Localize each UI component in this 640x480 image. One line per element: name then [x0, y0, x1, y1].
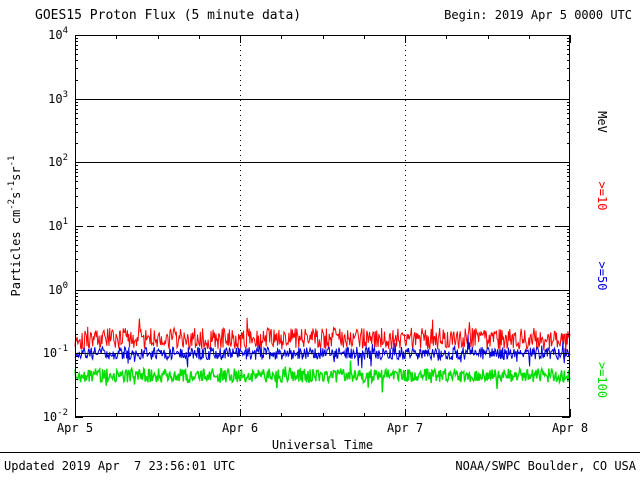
y-tick-1e3: 103: [30, 90, 68, 107]
y-tick-1e4: 104: [30, 26, 68, 43]
y-tick-exponent: 3: [62, 90, 68, 100]
y-tick-exponent: 1: [62, 217, 68, 227]
y-axis-label-text: Particles cm: [9, 209, 23, 297]
legend-label-ge50: >=50: [595, 261, 609, 291]
x-tick-apr8: Apr 8: [551, 421, 589, 435]
begin-timestamp: Begin: 2019 Apr 5 0000 UTC: [444, 8, 632, 22]
y-tick-mantissa: 10: [48, 28, 63, 42]
y-axis-label-exp: -2: [7, 198, 17, 210]
x-tick-apr6: Apr 6: [221, 421, 259, 435]
y-axis-label-text: sr: [9, 166, 23, 181]
y-tick-mantissa: 10: [42, 346, 58, 360]
y-axis-label-text: s: [9, 191, 23, 199]
y-axis-label: Particles cm-2s-1sr-1: [7, 113, 23, 339]
y-tick-mantissa: 10: [48, 283, 63, 297]
y-tick-1e0: 100: [30, 281, 68, 298]
x-axis-label: Universal Time: [271, 438, 374, 452]
proton-flux-plot: [74, 35, 571, 418]
updated-timestamp: Updated 2019 Apr 7 23:56:01 UTC: [4, 459, 236, 473]
y-tick-1e-1: 10-1: [30, 344, 68, 361]
y-tick-mantissa: 10: [48, 155, 63, 169]
y-tick-exponent: 0: [62, 281, 68, 291]
y-axis-label-exp: -1: [7, 180, 17, 192]
legend-label-ge100: >=100: [595, 361, 609, 399]
y-tick-exponent: 2: [62, 153, 68, 163]
y-tick-mantissa: 10: [42, 410, 58, 424]
y-tick-mantissa: 10: [48, 219, 63, 233]
y-tick-exponent: 4: [62, 26, 68, 36]
x-tick-apr5: Apr 5: [56, 421, 94, 435]
y-axis-label-exp: -1: [7, 155, 17, 167]
y-tick-1e-2: 10-2: [30, 408, 68, 425]
y-tick-exponent: -2: [57, 408, 68, 418]
footer-divider: [0, 452, 640, 453]
y-tick-exponent: -1: [57, 344, 68, 354]
y-tick-mantissa: 10: [48, 92, 63, 106]
y-tick-1e1: 101: [30, 217, 68, 234]
y-tick-1e2: 102: [30, 153, 68, 170]
source-credit: NOAA/SWPC Boulder, CO USA: [455, 459, 636, 473]
units-label-mev: MeV: [595, 111, 609, 133]
chart-title: GOES15 Proton Flux (5 minute data): [35, 8, 302, 23]
x-tick-apr7: Apr 7: [386, 421, 424, 435]
legend-label-ge10: >=10: [595, 181, 609, 211]
